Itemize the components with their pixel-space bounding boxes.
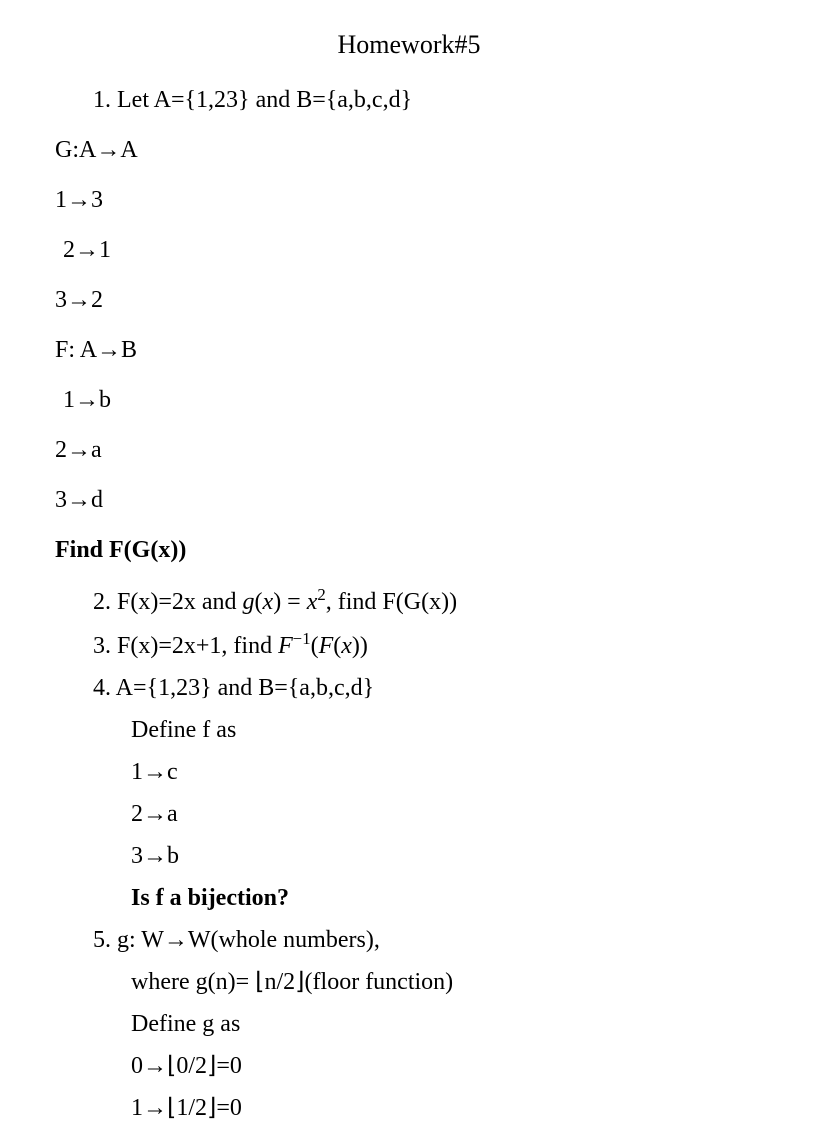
p2-f: x: [307, 589, 318, 615]
p3-b: F: [278, 633, 293, 659]
p1-f-def: F: A→B: [55, 332, 763, 368]
p5-map-0: 0→⌊0/2⌋=0: [131, 1048, 763, 1084]
p4-header: 4. A={1,23} and B={a,b,c,d}: [93, 670, 763, 706]
p1-g-map-0: 1→3: [55, 182, 763, 218]
problem-3: 3. F(x)=2x+1, find F−1(F(x)): [93, 626, 763, 664]
p3-g: x: [341, 633, 352, 659]
p2-b: g: [243, 589, 255, 615]
p3-h: )): [352, 633, 368, 659]
p2-g: 2: [317, 585, 325, 604]
p3-e: F: [319, 633, 334, 659]
p4-def: Define f as: [131, 712, 763, 748]
p1-g-map-1: 2→1: [63, 232, 763, 268]
p3-a: 3. F(x)=2x+1, find: [93, 633, 278, 659]
p3-d: (: [311, 633, 319, 659]
p2-a: 2. F(x)=2x and: [93, 589, 243, 615]
problems-2-5: 2. F(x)=2x and g(x) = x2, find F(G(x)) 3…: [55, 582, 763, 1126]
p5-header: 5. g: W→W(whole numbers),: [93, 922, 763, 958]
p4-question: Is f a bijection?: [131, 880, 763, 916]
p2-e: ) =: [273, 589, 307, 615]
p1-f-map-2: 3→d: [55, 482, 763, 518]
p1-f-map-1: 2→a: [55, 432, 763, 468]
p1-header: 1. Let A={1,23} and B={a,b,c,d}: [93, 82, 763, 118]
p1-f-map-0: 1→b: [63, 382, 763, 418]
document-title: Homework#5: [55, 25, 763, 64]
p4-map-1: 2→a: [131, 796, 763, 832]
p2-c: (: [255, 589, 263, 615]
p2-d: x: [263, 589, 274, 615]
p5-where: where g(n)= ⌊n/2⌋(floor function): [131, 964, 763, 1000]
p1-question: Find F(G(x)): [55, 532, 763, 568]
p5-map-1: 1→⌊1/2⌋=0: [131, 1090, 763, 1126]
p4-map-2: 3→b: [131, 838, 763, 874]
p1-g-map-2: 3→2: [55, 282, 763, 318]
p1-g-def: G:A→A: [55, 132, 763, 168]
p3-c: −1: [293, 629, 311, 648]
p5-def: Define g as: [131, 1006, 763, 1042]
problem-2: 2. F(x)=2x and g(x) = x2, find F(G(x)): [93, 582, 763, 620]
p2-h: , find F(G(x)): [326, 589, 457, 615]
p4-map-0: 1→c: [131, 754, 763, 790]
problem-1: 1. Let A={1,23} and B={a,b,c,d} G:A→A 1→…: [55, 82, 763, 568]
